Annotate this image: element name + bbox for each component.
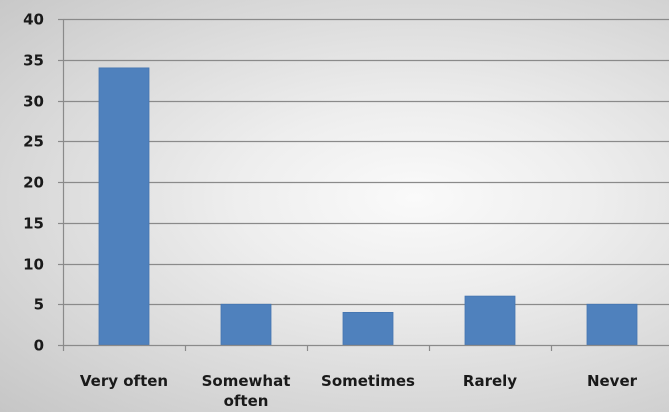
axes xyxy=(58,18,669,351)
y-tick-label: 30 xyxy=(23,93,44,111)
bars xyxy=(98,67,638,346)
y-axis-tick-labels: 0 5 10 15 20 25 30 35 40 xyxy=(23,11,44,355)
bar-never xyxy=(586,303,638,346)
y-tick-label: 20 xyxy=(23,174,44,192)
x-category-label: Never xyxy=(587,372,638,390)
x-category-label: Rarely xyxy=(463,372,517,390)
bar-rarely xyxy=(464,295,516,346)
bar-sometimes xyxy=(342,311,394,346)
y-tick-label: 10 xyxy=(23,256,44,274)
y-tick-label: 15 xyxy=(23,215,44,233)
x-category-label: often xyxy=(224,392,269,410)
bar-somewhat-often xyxy=(220,303,272,346)
x-category-label: Sometimes xyxy=(321,372,415,390)
x-axis-category-labels: Very often Somewhat often Sometimes Rarely Ne… xyxy=(80,372,638,410)
y-tick-label: 25 xyxy=(23,133,44,151)
y-tick-label: 0 xyxy=(34,337,44,355)
y-tick-label: 5 xyxy=(34,296,44,314)
x-category-label: Very often xyxy=(80,372,168,390)
y-tick-label: 35 xyxy=(23,52,44,70)
bar-very-often xyxy=(98,67,150,346)
gridlines xyxy=(63,18,669,306)
x-category-label: Somewhat xyxy=(202,372,291,390)
y-tick-label: 40 xyxy=(23,11,44,29)
